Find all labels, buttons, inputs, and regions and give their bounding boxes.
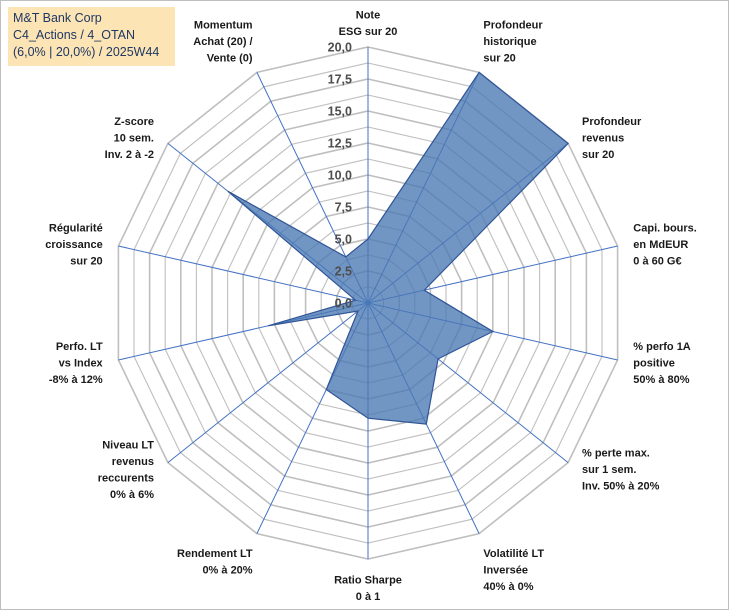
parameters-label: (6,0% | 20,0%) / 2025W44 <box>13 45 160 59</box>
portfolio-label: C4_Actions / 4_OTAN <box>13 28 136 42</box>
tick-label: 5,0 <box>335 233 352 247</box>
tick-label: 12,5 <box>328 137 352 151</box>
axis-label-line: Vente (0) <box>207 52 253 64</box>
axis-label-line: Régularité <box>49 223 103 235</box>
spoke-line <box>118 245 369 304</box>
axis-label: Z-score 10 sem. Inv. 2 à -2 <box>105 116 154 161</box>
axis-label-line: Capi. bours. <box>633 223 697 235</box>
axis-label-line: reccurents <box>98 472 154 484</box>
tick-label: 7,5 <box>335 201 352 215</box>
axis-label-line: revenus <box>582 132 624 144</box>
axis-label-line: Profondeur <box>483 19 543 31</box>
tick-label: 0,0 <box>335 297 352 311</box>
axis-label: % perfo 1A positive 50% à 80% <box>633 341 691 386</box>
tick-label: 2,5 <box>335 265 352 279</box>
axis-label-line: Ratio Sharpe <box>334 575 402 587</box>
axis-label-line: Inv. 50% à 20% <box>582 481 660 493</box>
axis-label-line: croissance <box>45 239 102 251</box>
axis-label-line: sur 20 <box>483 52 515 64</box>
axis-label-line: Perfo. LT <box>56 341 103 353</box>
axis-label: Note ESG sur 20 <box>339 10 398 39</box>
axis-label-line: sur 1 sem. <box>582 464 636 476</box>
axis-label-line: Profondeur <box>582 116 642 128</box>
axis-label: Volatilité LT Inversée 40% à 0% <box>483 548 544 593</box>
axis-label-line: Note <box>356 10 380 22</box>
axis-label: Profondeur historique sur 20 <box>483 19 543 64</box>
axis-label-line: 40% à 0% <box>483 581 533 593</box>
radar-axis-labels: Note ESG sur 20 Profondeur historique sur 20… <box>45 10 697 604</box>
axis-label-line: 0 à 1 <box>356 591 380 603</box>
axis-label-line: Rendement LT <box>177 548 253 560</box>
axis-label-line: Momentum <box>194 19 253 31</box>
axis-label-line: Inversée <box>483 565 528 577</box>
radar-tick-labels: 0,0 2,5 5,0 7,5 10,0 12,5 15,0 17,5 20,0 <box>328 41 352 311</box>
axis-label: Perfo. LT vs Index -8% à 12% <box>49 341 104 386</box>
axis-label: Régularité croissance sur 20 <box>45 223 102 268</box>
axis-label-line: positive <box>633 357 675 369</box>
axis-label-line: Achat (20) / <box>193 36 252 48</box>
company-name: M&T Bank Corp <box>13 11 102 25</box>
axis-label-line: 50% à 80% <box>633 374 689 386</box>
axis-label: Ratio Sharpe 0 à 1 <box>334 575 402 604</box>
axis-label-line: Niveau LT <box>102 439 154 451</box>
chart-title-box: M&T Bank Corp C4_Actions / 4_OTAN (6,0% … <box>8 7 175 66</box>
axis-label-line: 10 sem. <box>114 132 154 144</box>
axis-label: Profondeur revenus sur 20 <box>582 116 642 161</box>
axis-label-line: sur 20 <box>70 256 102 268</box>
axis-label-line: Volatilité LT <box>483 548 544 560</box>
axis-label-line: Z-score <box>114 116 154 128</box>
axis-label-line: Inv. 2 à -2 <box>105 149 154 161</box>
radar-series <box>227 71 569 425</box>
axis-label: Niveau LT revenus reccurents 0% à 6% <box>98 439 155 501</box>
axis-label: Capi. bours. en MdEUR 0 à 60 G€ <box>633 223 697 268</box>
axis-label-line: historique <box>483 36 536 48</box>
tick-label: 15,0 <box>328 105 352 119</box>
axis-label-line: 0% à 6% <box>110 489 154 501</box>
axis-label-line: ESG sur 20 <box>339 26 398 38</box>
axis-label-line: % perfo 1A <box>633 341 691 353</box>
series-area <box>227 71 569 425</box>
axis-label: % perte max. sur 1 sem. Inv. 50% à 20% <box>582 448 660 493</box>
axis-label-line: -8% à 12% <box>49 374 103 386</box>
spoke-line <box>167 302 369 463</box>
axis-label: Rendement LT 0% à 20% <box>177 548 253 577</box>
axis-label: Momentum Achat (20) / Vente (0) <box>193 19 253 64</box>
axis-label-line: en MdEUR <box>633 239 688 251</box>
tick-label: 20,0 <box>328 41 352 55</box>
axis-label-line: revenus <box>112 456 154 468</box>
axis-label-line: 0 à 60 G€ <box>633 256 681 268</box>
tick-label: 10,0 <box>328 169 352 183</box>
axis-label-line: % perte max. <box>582 448 650 460</box>
axis-label-line: 0% à 20% <box>202 565 252 577</box>
axis-label-line: sur 20 <box>582 149 614 161</box>
axis-label-line: vs Index <box>59 357 104 369</box>
tick-label: 17,5 <box>328 73 352 87</box>
